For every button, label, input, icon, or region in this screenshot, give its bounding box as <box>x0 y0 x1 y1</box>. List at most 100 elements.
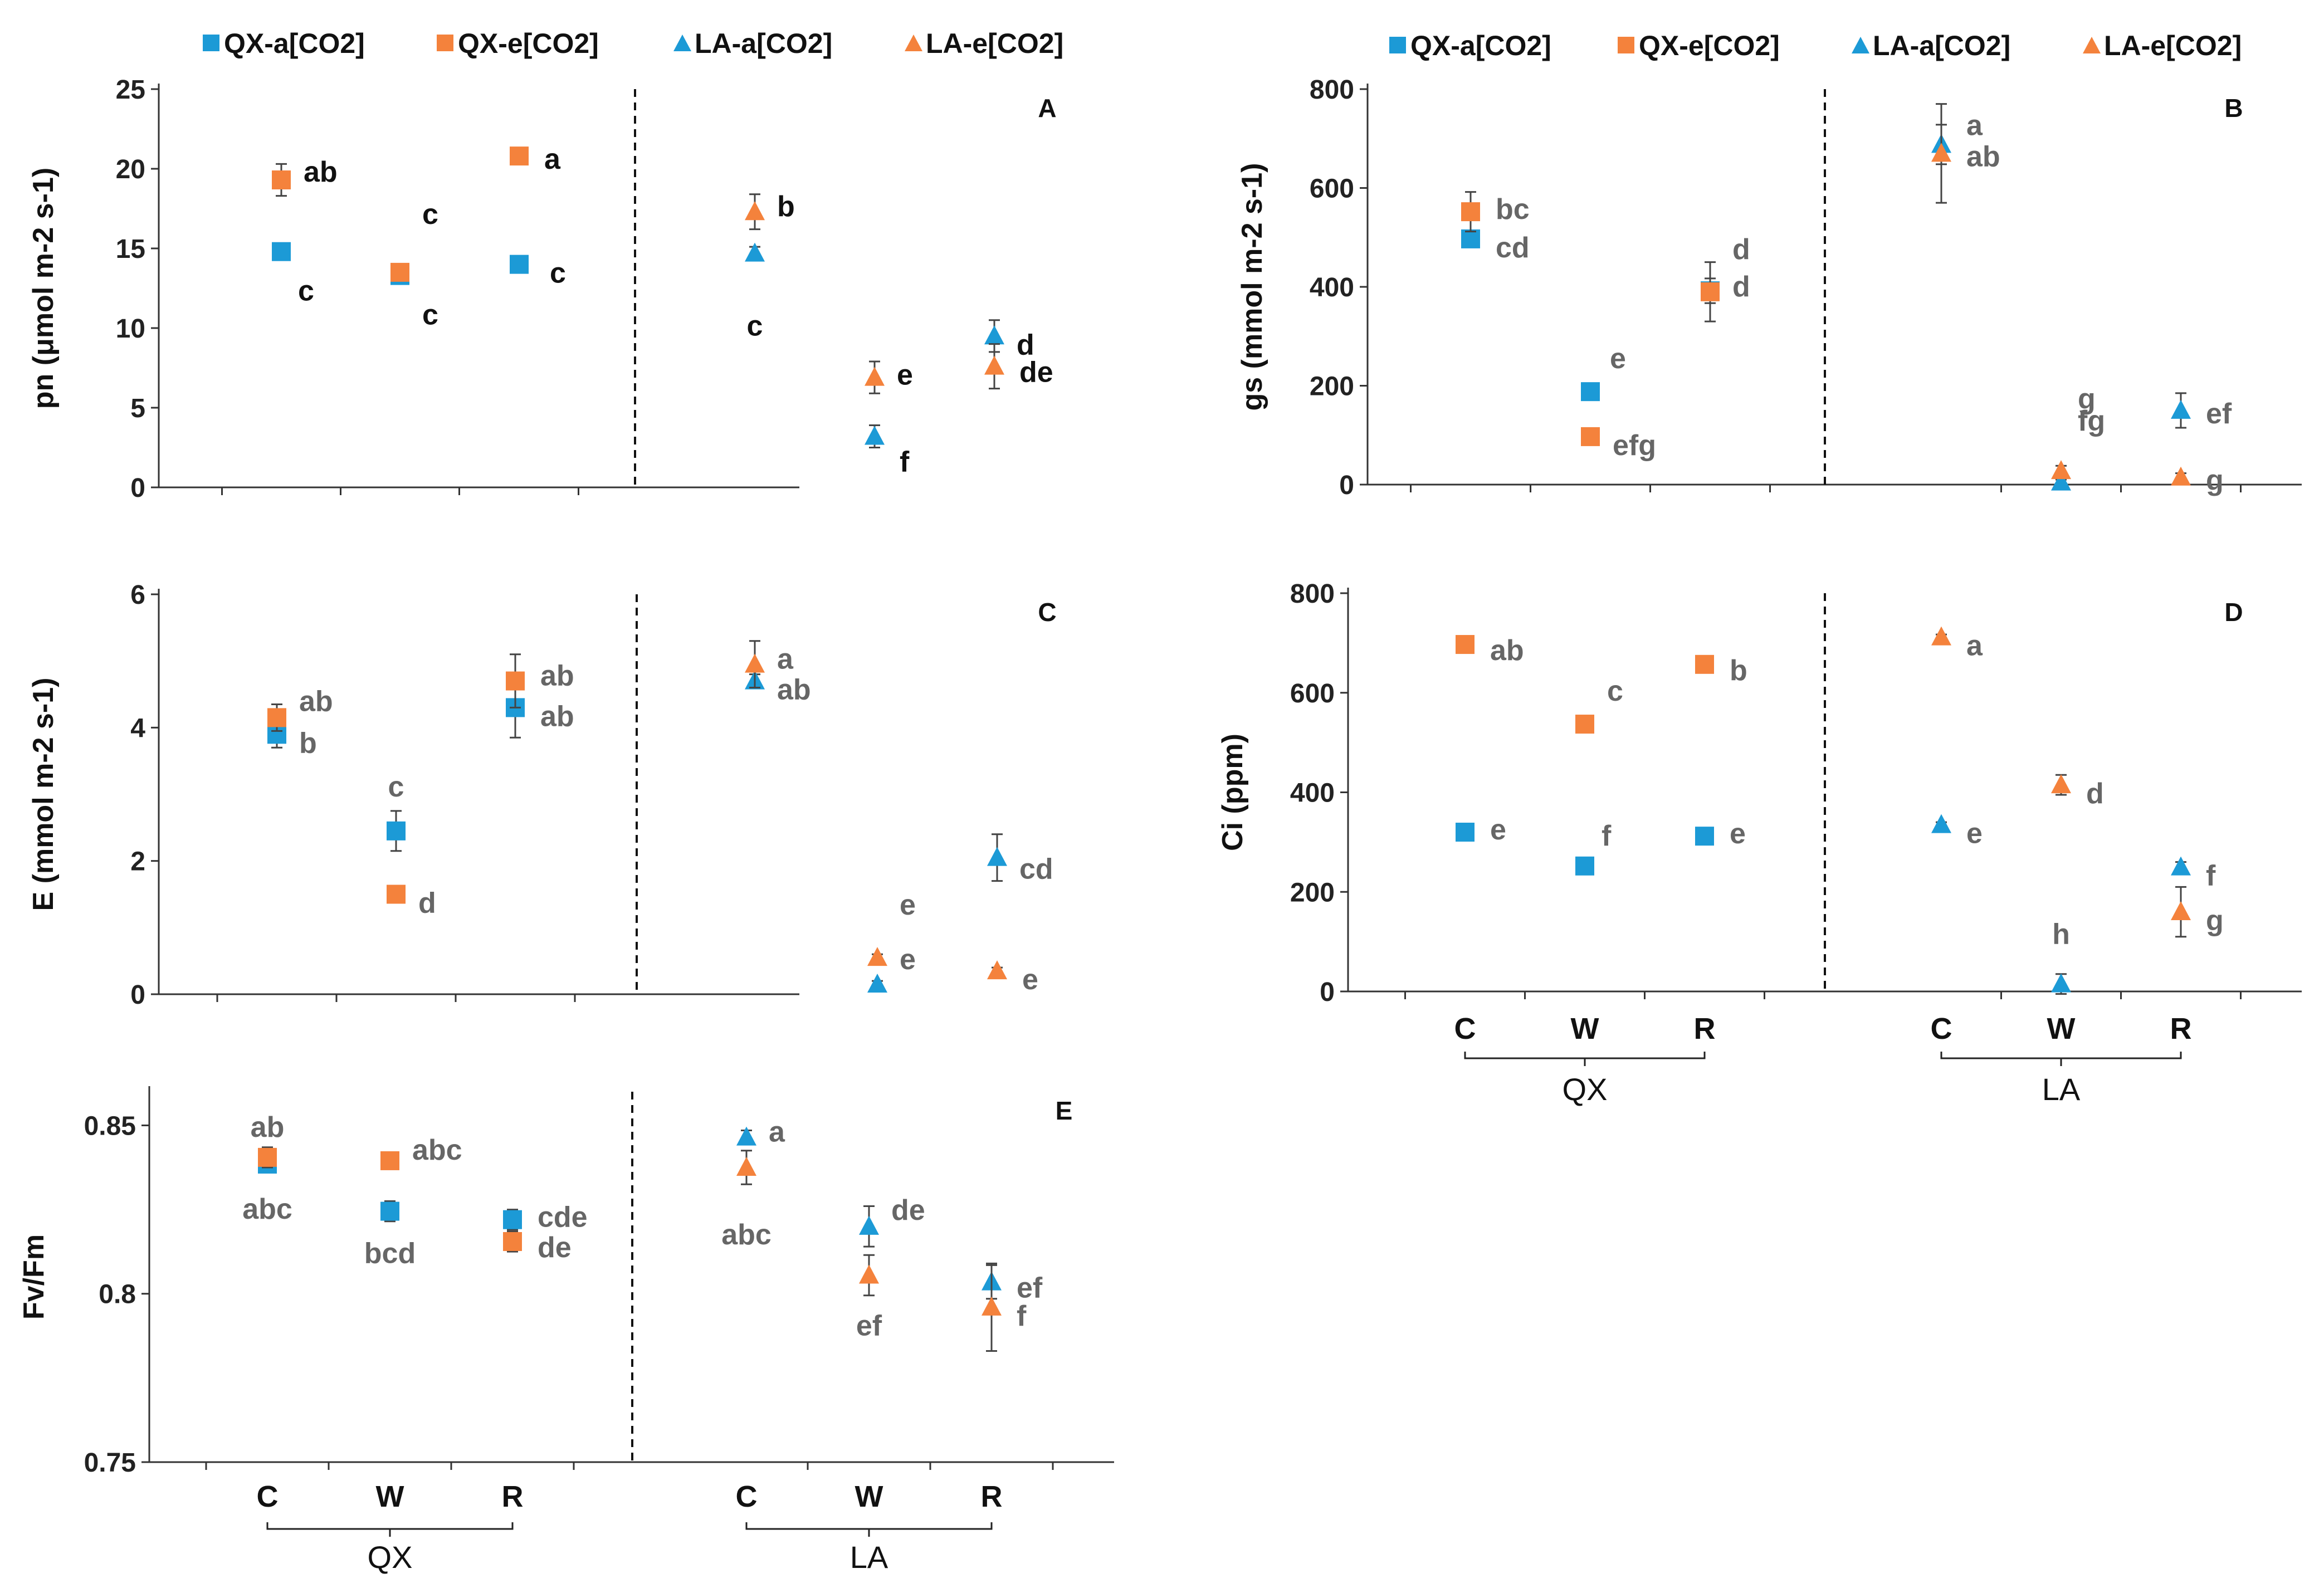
panel-label-E: E <box>1056 1096 1073 1125</box>
sig-letter-D-LA-aCO2-C: e <box>1966 818 1983 850</box>
panel-label-B: B <box>2224 94 2243 123</box>
legend-marker-A-3 <box>905 35 922 51</box>
point-B-LA-eCO2-W <box>2051 460 2071 480</box>
point-E-LA-eCO2-R <box>982 1296 1002 1316</box>
point-A-LA-aCO2-W <box>865 426 885 445</box>
y-tick-label-A-0: 0 <box>130 473 145 503</box>
sig-letter-A-LA-aCO2-W: f <box>900 446 910 478</box>
x-category-E-QX-C: C <box>257 1480 279 1513</box>
sig-letter-C-QX-aCO2-W: c <box>388 771 404 803</box>
y-tick-label-A-3: 15 <box>116 234 145 264</box>
sig-letter-D-LA-eCO2-C: a <box>1966 630 1983 662</box>
y-tick-label-C-0: 0 <box>130 980 145 1010</box>
legend-label-B-1: QX-e[CO2] <box>1639 30 1780 61</box>
x-group-label-D-LA: LA <box>2042 1072 2081 1107</box>
sig-letter-B-QX-eCO2-C: bc <box>1496 193 1530 226</box>
legend-marker-A-1 <box>437 35 453 51</box>
y-tick-label-B-4: 800 <box>1310 75 1354 105</box>
x-category-E-QX-W: W <box>376 1480 404 1513</box>
legend-label-A-3: LA-e[CO2] <box>926 28 1063 59</box>
panel-label-A: A <box>1038 94 1056 123</box>
y-tick-label-B-3: 600 <box>1310 174 1354 204</box>
sig-letter-B-LA-eCO2-W: fg <box>2078 405 2105 437</box>
point-A-QX-eCO2-C <box>272 170 291 190</box>
point-D-LA-eCO2-C <box>1931 626 1951 646</box>
sig-letter-D-LA-eCO2-W: d <box>2086 778 2104 810</box>
point-D-QX-eCO2-W <box>1575 715 1594 734</box>
sig-letter-D-LA-eCO2-R: g <box>2206 905 2224 937</box>
point-D-QX-aCO2-W <box>1575 856 1594 876</box>
y-tick-label-D-1: 200 <box>1290 878 1335 907</box>
y-tick-label-C-2: 4 <box>130 714 145 743</box>
sig-letter-C-LA-aCO2-R: cd <box>1019 853 1053 886</box>
legend-marker-A-2 <box>673 35 691 51</box>
x-group-label-E-LA: LA <box>850 1540 888 1575</box>
sig-letter-B-LA-aCO2-C: a <box>1966 109 1983 141</box>
sig-letter-C-QX-eCO2-C: ab <box>299 685 333 717</box>
point-D-QX-eCO2-R <box>1695 654 1714 674</box>
sig-letter-C-LA-aCO2-C: ab <box>777 674 811 706</box>
sig-letter-B-LA-aCO2-W: g <box>2078 383 2096 416</box>
x-group-label-D-QX: QX <box>1563 1072 1608 1107</box>
sig-letter-C-LA-eCO2-R: e <box>1022 964 1038 996</box>
y-tick-label-A-1: 5 <box>130 394 145 423</box>
point-A-QX-aCO2-R <box>510 255 529 274</box>
x-category-D-QX-R: R <box>1694 1012 1716 1045</box>
y-axis-title-D: Ci (ppm) <box>1217 734 1249 851</box>
sig-letter-A-LA-eCO2-R: de <box>1019 356 1053 389</box>
sig-letter-A-LA-eCO2-W: e <box>897 359 913 392</box>
point-A-QX-eCO2-W <box>390 262 409 282</box>
point-E-LA-eCO2-C <box>736 1157 756 1176</box>
sig-letter-E-QX-eCO2-W: abc <box>412 1134 462 1166</box>
point-B-LA-aCO2-R <box>2171 399 2191 419</box>
point-E-LA-aCO2-W <box>859 1215 879 1235</box>
point-A-LA-eCO2-W <box>865 367 885 386</box>
sig-letter-E-LA-aCO2-R: ef <box>1017 1272 1043 1304</box>
x-category-D-LA-W: W <box>2047 1012 2076 1045</box>
y-tick-label-D-3: 600 <box>1290 679 1335 708</box>
sig-letter-D-QX-eCO2-R: b <box>1730 654 1747 687</box>
sig-letter-E-QX-aCO2-W: bcd <box>364 1238 416 1270</box>
sig-letter-A-QX-aCO2-W: c <box>422 299 438 331</box>
sig-letter-E-LA-eCO2-W: ef <box>856 1309 882 1342</box>
group-bracket-E-QX <box>266 1522 514 1530</box>
sig-letter-E-QX-aCO2-R: cde <box>538 1201 588 1234</box>
y-tick-label-D-2: 400 <box>1290 779 1335 808</box>
point-B-LA-aCO2-W <box>2051 471 2071 491</box>
sig-letter-A-LA-aCO2-C: c <box>747 310 763 343</box>
y-tick-label-E-0: 0.75 <box>84 1448 136 1478</box>
group-bracket-E-LA <box>745 1522 993 1530</box>
point-B-LA-eCO2-R <box>2171 466 2191 486</box>
y-tick-label-B-1: 200 <box>1310 372 1354 402</box>
point-C-LA-eCO2-W <box>867 947 887 966</box>
point-D-LA-aCO2-C <box>1931 814 1951 833</box>
point-E-QX-aCO2-W <box>380 1201 399 1221</box>
group-bracket-D-QX <box>1464 1052 1706 1059</box>
point-E-QX-eCO2-C <box>258 1147 277 1167</box>
legend-label-B-3: LA-e[CO2] <box>2104 30 2242 61</box>
y-axis-title-A: pn (μmol m-2 s-1) <box>27 168 60 409</box>
point-D-QX-aCO2-C <box>1456 823 1475 842</box>
point-D-LA-aCO2-R <box>2171 856 2191 876</box>
point-A-LA-eCO2-C <box>745 201 765 221</box>
group-bracket-D-LA <box>1940 1052 2182 1059</box>
sig-letter-C-QX-eCO2-W: d <box>418 887 436 920</box>
point-B-LA-eCO2-C <box>1931 143 1951 162</box>
point-C-QX-aCO2-W <box>387 821 406 841</box>
point-D-LA-eCO2-R <box>2171 901 2191 920</box>
point-C-LA-eCO2-C <box>745 653 765 673</box>
y-tick-label-D-4: 800 <box>1290 579 1335 609</box>
sig-letter-C-LA-eCO2-C: a <box>777 643 794 676</box>
y-tick-label-E-2: 0.85 <box>84 1111 136 1141</box>
y-tick-label-A-2: 10 <box>116 314 145 344</box>
x-category-D-QX-C: C <box>1454 1012 1476 1045</box>
y-axis-title-E: Fv/Fm <box>18 1234 50 1320</box>
sig-letter-C-QX-aCO2-R: ab <box>540 700 574 732</box>
sig-letter-A-QX-eCO2-R: a <box>544 143 561 175</box>
sig-letter-C-LA-eCO2-W: e <box>900 889 916 921</box>
legend-marker-B-3 <box>2083 37 2101 53</box>
sig-letter-C-QX-eCO2-R: ab <box>540 660 574 692</box>
legend-marker-B-2 <box>1852 37 1869 53</box>
x-category-D-LA-R: R <box>2170 1012 2192 1045</box>
sig-letter-B-QX-aCO2-R: d <box>1732 233 1750 266</box>
